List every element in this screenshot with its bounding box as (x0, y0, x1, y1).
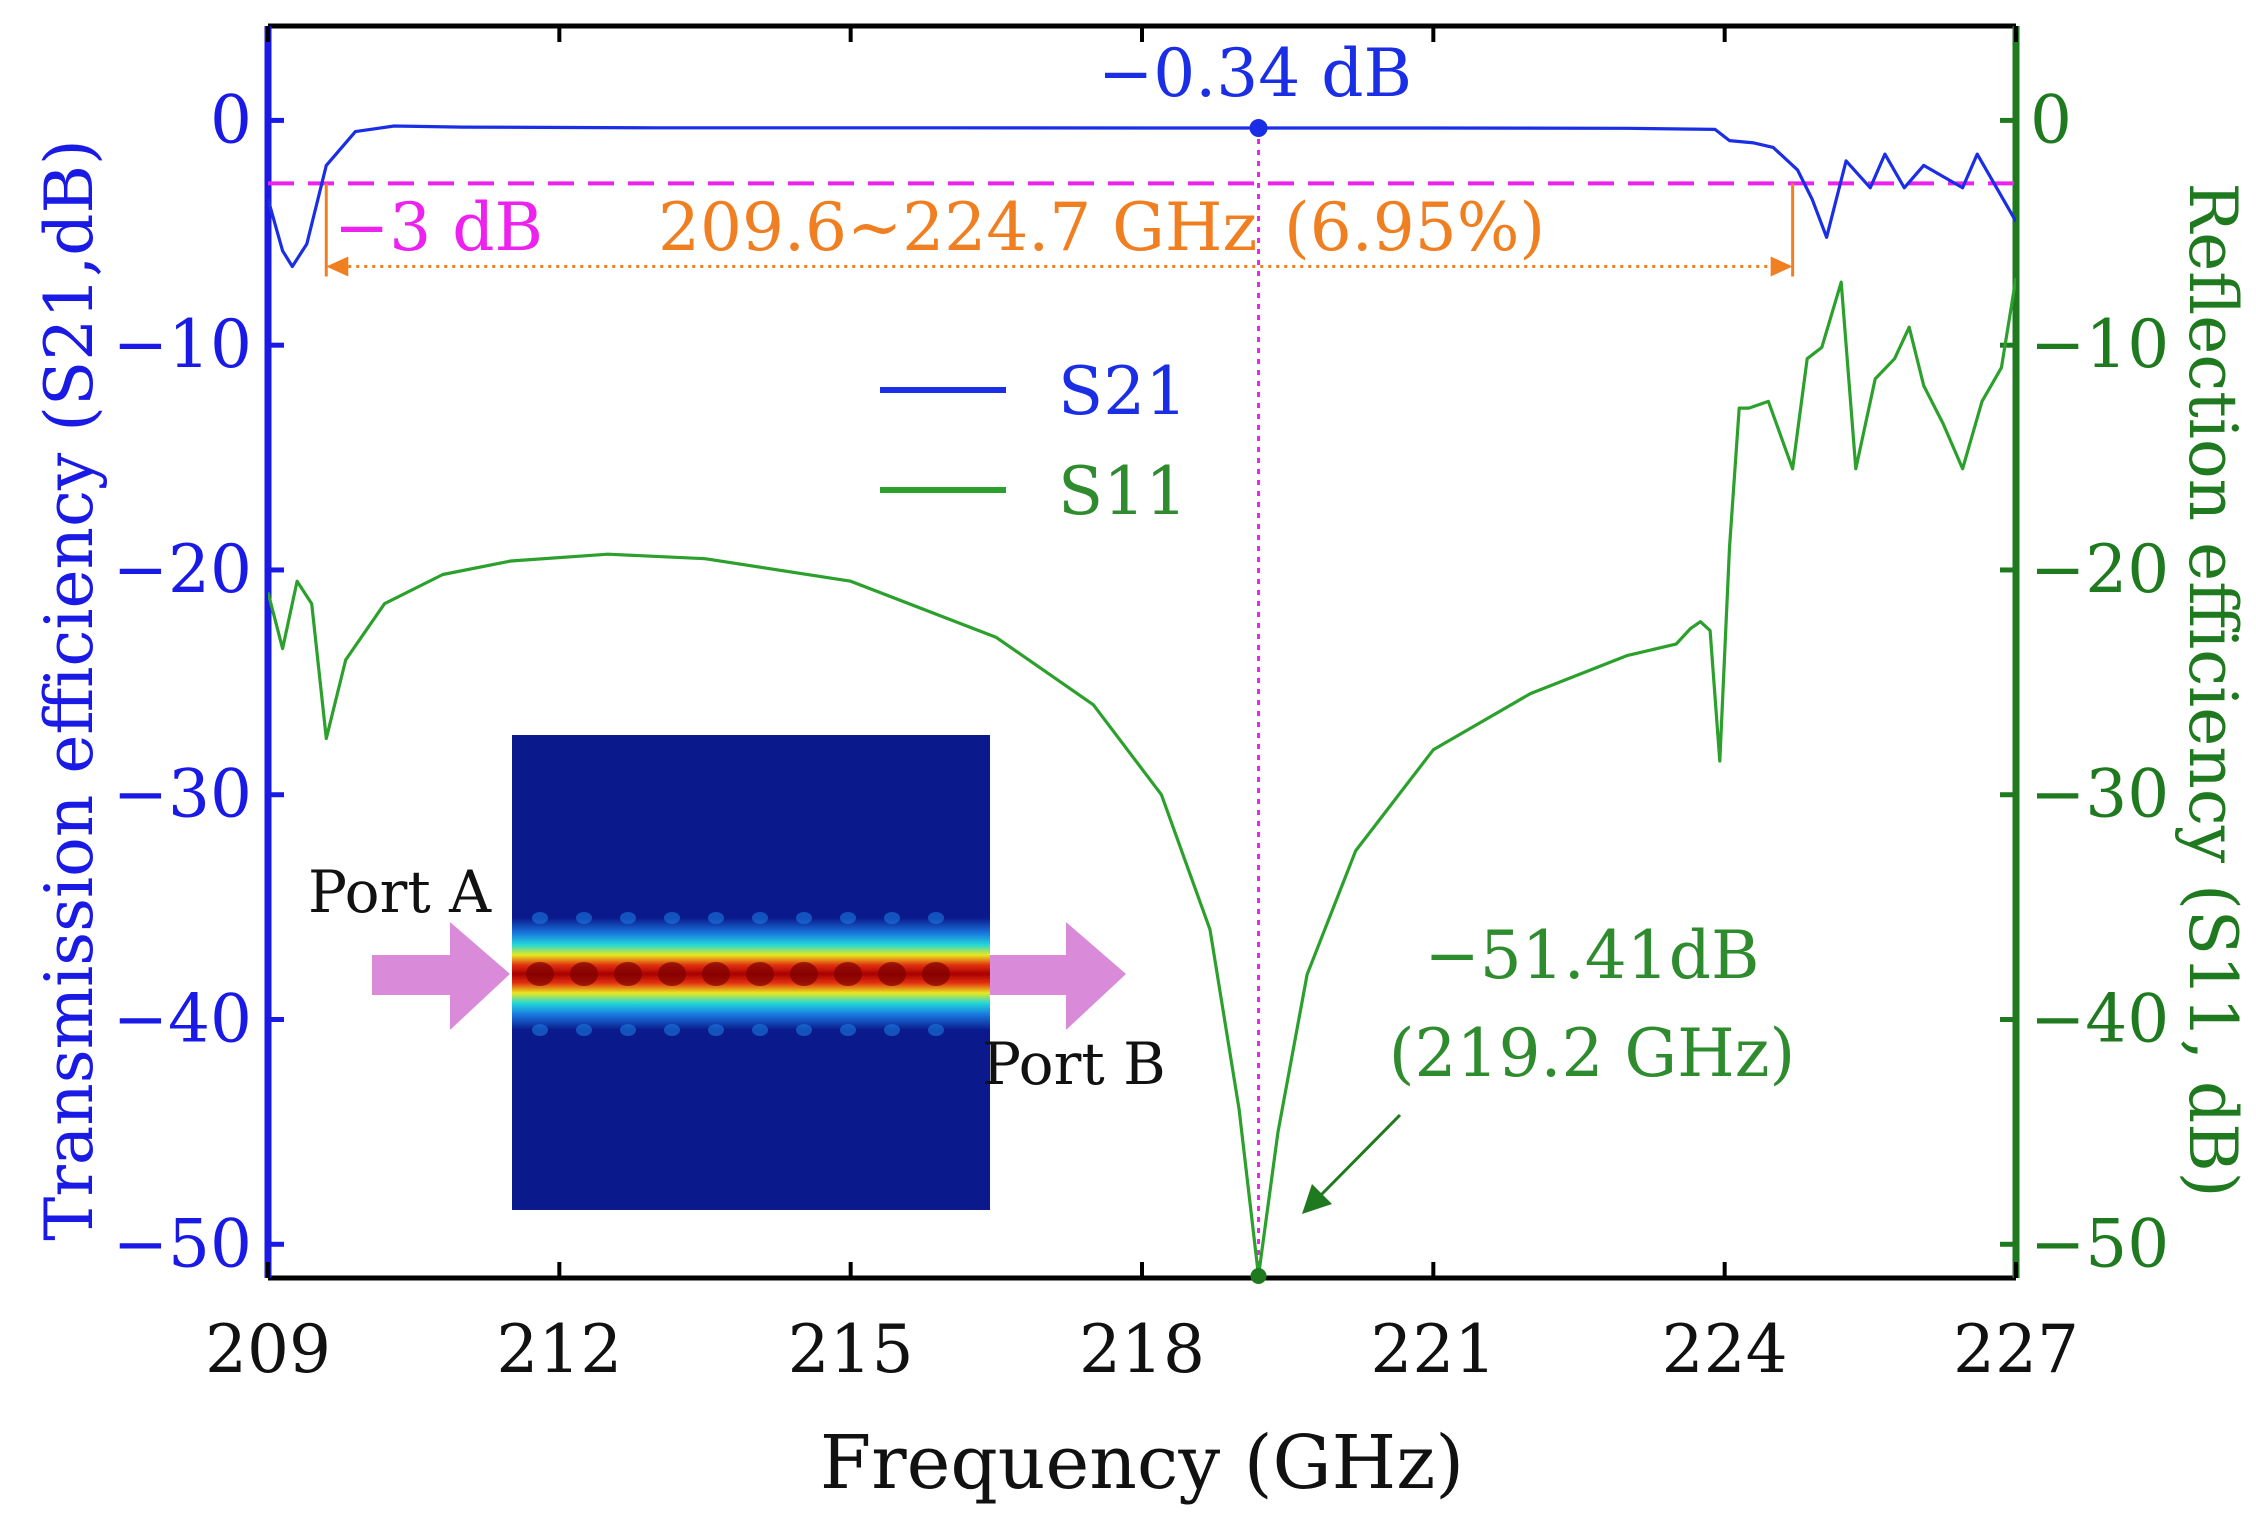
beam-side-spot (708, 912, 724, 924)
beam-spot (790, 962, 818, 986)
s11-min-label: −51.41dB (1425, 917, 1760, 994)
inset-field-map (512, 735, 990, 1210)
beam-side-spot (620, 1024, 636, 1036)
beam-spot (834, 962, 862, 986)
y-left-tick-label: −50 (113, 1205, 252, 1282)
legend-label-s11: S11 (1058, 453, 1187, 530)
y-left-tick-label: −20 (113, 531, 252, 608)
y-right-tick-label: 0 (2030, 81, 2072, 158)
inset-beam-spots (526, 912, 950, 1036)
beam-side-spot (928, 912, 944, 924)
legend-label-s21: S21 (1058, 353, 1187, 430)
x-tick-label: 221 (1370, 1311, 1496, 1388)
beam-side-spot (576, 1024, 592, 1036)
port-b-label: Port B (982, 1030, 1166, 1098)
beam-spot (922, 962, 950, 986)
y-left-tick-label: −10 (113, 306, 252, 383)
s11-min-frequency-label: (219.2 GHz) (1389, 1015, 1795, 1092)
x-tick-label: 224 (1662, 1311, 1788, 1388)
port-a-arrow (372, 922, 510, 1030)
x-axis-label: Frequency (GHz) (820, 1420, 1464, 1506)
beam-spot (526, 962, 554, 986)
bandwidth-range-label: 209.6~224.7 GHz (658, 189, 1257, 266)
beam-side-spot (576, 912, 592, 924)
beam-side-spot (796, 1024, 812, 1036)
series-line-s11 (268, 277, 2016, 1278)
beam-spot (570, 962, 598, 986)
x-tick-label: 215 (788, 1311, 914, 1388)
beam-spot (658, 962, 686, 986)
beam-side-spot (928, 1024, 944, 1036)
beam-side-spot (752, 1024, 768, 1036)
beam-side-spot (884, 1024, 900, 1036)
x-tick-label: 212 (496, 1311, 622, 1388)
y-left-tick-label: 0 (210, 81, 252, 158)
beam-spot (614, 962, 642, 986)
y-right-tick-label: −50 (2030, 1205, 2169, 1282)
port-a-label: Port A (308, 858, 492, 926)
legend: S21 S11 (880, 353, 1187, 530)
bandwidth-annotation (324, 183, 1795, 277)
bandwidth-arrow-right-head (1770, 256, 1793, 277)
minus-3db-label: −3 dB (334, 189, 543, 266)
beam-side-spot (664, 1024, 680, 1036)
beam-spot (878, 962, 906, 986)
port-b-arrow (990, 922, 1126, 1030)
beam-spot (702, 962, 730, 986)
y-axis-right-label: Reflection efficiency (S11, dB) (2174, 183, 2251, 1198)
beam-side-spot (840, 1024, 856, 1036)
s11-min-pointer-arrow (1302, 1113, 1402, 1214)
y-right-tick-label: −40 (2030, 981, 2169, 1058)
beam-side-spot (884, 912, 900, 924)
x-tick-label: 218 (1079, 1311, 1205, 1388)
beam-side-spot (796, 912, 812, 924)
y-right-tick-label: −10 (2030, 306, 2169, 383)
series-line-s21 (268, 124, 2016, 269)
s21-peak-label: −0.34 dB (1098, 35, 1412, 112)
beam-spot (746, 962, 774, 986)
beam-side-spot (620, 912, 636, 924)
beam-side-spot (752, 912, 768, 924)
s11-min-marker (1250, 1267, 1267, 1284)
beam-side-spot (532, 1024, 548, 1036)
axis-ticks (266, 26, 2018, 1278)
s21-peak-marker (1249, 119, 1268, 138)
beam-side-spot (532, 912, 548, 924)
bandwidth-arrow-left-head (326, 256, 349, 277)
beam-side-spot (708, 1024, 724, 1036)
x-tick-label: 227 (1953, 1311, 2079, 1388)
y-axis-left-label: Transmission efficiency (S21,dB) (31, 139, 108, 1240)
y-left-tick-label: −40 (113, 981, 252, 1058)
bandwidth-percent-label: (6.95%) (1284, 189, 1545, 266)
y-right-tick-label: −30 (2030, 756, 2169, 833)
beam-side-spot (840, 912, 856, 924)
beam-side-spot (664, 912, 680, 924)
y-right-tick-label: −20 (2030, 531, 2169, 608)
x-tick-label: 209 (205, 1311, 331, 1388)
tick-labels: 209 212 215 218 221 224 227 0 −10 −20 −30 −40 −50 0 −1… (113, 81, 2170, 1388)
y-left-tick-label: −30 (113, 756, 252, 833)
